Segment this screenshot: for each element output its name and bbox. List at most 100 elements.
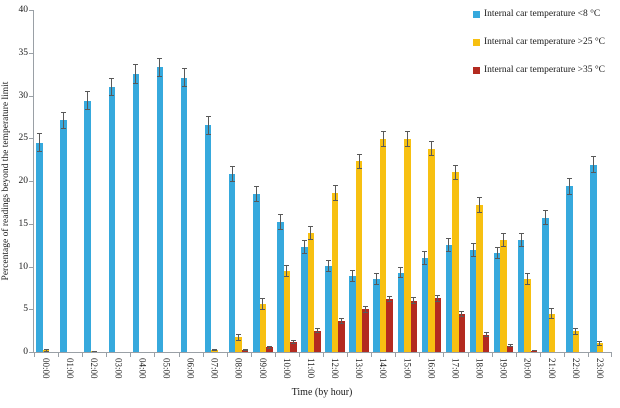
x-tick-mark: [178, 353, 180, 357]
error-bar-part: [531, 350, 537, 352]
x-tick-mark: [419, 353, 421, 357]
error-bar: [181, 68, 187, 87]
bar-02:00-series-1: [84, 100, 91, 352]
bar-08:00-series-3: [241, 350, 249, 352]
error-bar: [242, 349, 248, 352]
error-bar-part: [452, 164, 458, 166]
error-bar-part: [181, 68, 187, 70]
error-bar-part: [566, 177, 572, 179]
bar-10:00-series-3: [290, 341, 297, 352]
error-bar-part: [520, 233, 522, 247]
y-tick-mark: [29, 10, 33, 11]
error-bar-part: [382, 131, 384, 147]
error-bar-part: [483, 332, 489, 334]
bar-11:00-series-3: [314, 330, 321, 352]
error-bar-part: [91, 350, 97, 352]
y-tick-label: 40: [18, 5, 29, 15]
y-tick-label: 20: [18, 176, 29, 186]
x-tick-mark: [82, 353, 84, 357]
x-tick-label: 17:00: [450, 358, 461, 379]
x-tick-mark: [154, 353, 156, 357]
bar-18:00-series-3: [482, 334, 490, 352]
error-bar-part: [109, 95, 115, 97]
error-bar-part: [356, 153, 362, 155]
error-bar-part: [518, 245, 524, 247]
bar-12:00-series-1: [325, 265, 332, 352]
error-bar-part: [316, 328, 318, 334]
error-bar-part: [461, 311, 463, 318]
error-bar-part: [308, 238, 314, 240]
x-tick-mark: [250, 353, 252, 357]
error-bar-part: [284, 264, 290, 266]
error-bar-part: [205, 116, 211, 118]
error-bar-part: [477, 197, 483, 199]
x-tick-mark: [298, 353, 300, 357]
error-bar-part: [303, 239, 305, 254]
x-tick-mark: [371, 353, 373, 357]
error-bar: [339, 318, 345, 325]
bar-12:00-series-2: [331, 192, 339, 352]
error-bar-part: [326, 270, 332, 272]
x-tick-label: 05:00: [161, 358, 172, 379]
error-bar-part: [551, 308, 553, 319]
error-bar-part: [314, 328, 320, 330]
error-bar: [133, 63, 139, 85]
error-bar-part: [181, 85, 187, 87]
error-bar-part: [374, 284, 380, 286]
error-bar-part: [277, 214, 283, 216]
error-bar: [277, 214, 283, 230]
error-bar-part: [229, 180, 235, 182]
error-bar-part: [37, 133, 43, 135]
bar-04:00-series-1: [132, 74, 140, 352]
bar-19:00-series-2: [500, 240, 507, 352]
bar-20:00-series-3: [530, 350, 538, 352]
error-bar-part: [542, 224, 548, 226]
bar-17:00-series-3: [458, 314, 466, 352]
error-bar-part: [437, 294, 439, 302]
error-bar-part: [43, 350, 49, 352]
error-bar-part: [518, 233, 524, 235]
error-bar: [350, 269, 356, 282]
x-tick-label: 11:00: [305, 358, 316, 379]
error-bar-part: [61, 127, 67, 129]
x-tick-label: 13:00: [354, 358, 365, 379]
x-tick-mark: [347, 353, 349, 357]
legend-label: Internal car temperature <8 °C: [484, 9, 601, 19]
error-bar-part: [63, 111, 65, 129]
legend-swatch-icon: [473, 67, 480, 74]
plot-area: 0 5 10 15 20 25 30 35 40 00:00 01:00 02:00 03:00 04:0…: [19, 5, 612, 379]
bar-22:00-series-1: [566, 186, 573, 352]
y-tick-mark: [29, 352, 33, 353]
bar-15:00-series-3: [410, 300, 418, 352]
error-bar-part: [159, 57, 161, 77]
y-tick-label: 10: [18, 261, 29, 272]
x-tick-mark: [106, 353, 108, 357]
error-bar-part: [334, 185, 336, 201]
error-bar-part: [472, 243, 474, 258]
error-bar-part: [404, 145, 410, 147]
error-bar-part: [542, 210, 548, 212]
x-tick-label: 01:00: [65, 358, 76, 379]
error-bar-part: [566, 193, 572, 195]
error-bar-part: [400, 266, 402, 279]
x-tick-label: 02:00: [89, 358, 100, 379]
x-tick-label: 08:00: [233, 358, 244, 379]
error-bar-part: [398, 277, 404, 279]
x-tick-mark: [539, 353, 541, 357]
bar-17:00-series-1: [445, 245, 453, 352]
bar-13:00-series-1: [349, 275, 356, 352]
error-bar: [422, 251, 428, 265]
error-bar-part: [339, 318, 345, 320]
error-bar-part: [422, 251, 428, 253]
x-tick-mark: [202, 353, 204, 357]
error-bar-part: [363, 305, 369, 307]
error-bar-part: [573, 328, 579, 330]
bar-08:00-series-2: [235, 337, 242, 352]
x-tick-label: 06:00: [185, 358, 196, 379]
error-bar-part: [549, 317, 555, 319]
y-tick-mark: [29, 138, 33, 140]
error-bar-part: [356, 168, 362, 169]
error-bar-part: [253, 200, 259, 202]
bar-10:00-series-2: [283, 270, 291, 352]
error-bar-part: [301, 252, 307, 254]
